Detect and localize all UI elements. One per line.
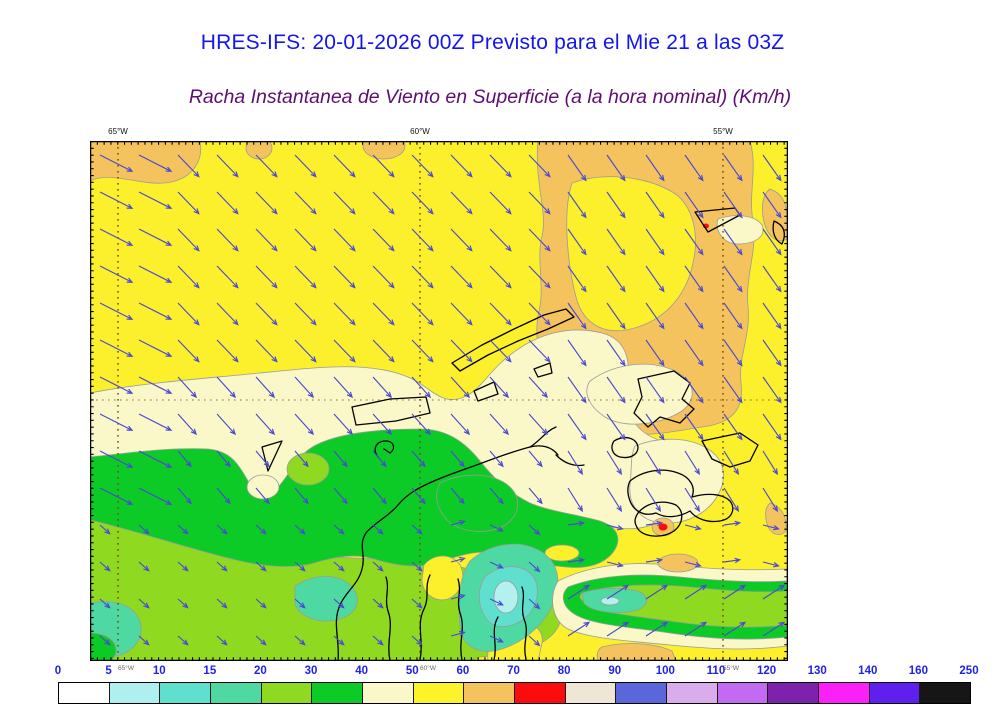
colorbar-tick-label: 140 (858, 665, 878, 677)
fill-50-60-patch (544, 544, 580, 562)
fill-60-70-right-edge (762, 188, 788, 242)
wind-gust-map (89, 132, 789, 662)
colorbar-tick-label: 5 (105, 665, 112, 677)
colorbar-tick-label: 90 (608, 665, 622, 677)
colorbar-tick-label: 50 (405, 665, 419, 677)
colorbar-tick-label: 70 (507, 665, 520, 677)
colorbar-tick-label: 250 (959, 665, 979, 677)
fill-5-10-seband (600, 596, 620, 606)
fill-60-70-patch (657, 553, 699, 573)
page-subtitle: Racha Instantanea de Viento en Superfici… (188, 86, 792, 108)
colorbar-tick-label: 60 (456, 665, 470, 677)
colorbar-labels: 0 5 10 15 20 30 40 50 60 70 80 90 100 110 120 130 140 160… (54, 665, 979, 680)
x-axis-label-bottom: 55°W (723, 665, 739, 672)
wind-arrow-field (99, 154, 786, 647)
fill-60-70-patch (596, 643, 677, 662)
page-title: HRES-IFS: 20-01-2026 00Z Previsto para e… (200, 31, 785, 54)
fill-30-40-delta (436, 474, 519, 532)
colorbar-tick-label: 15 (203, 665, 217, 677)
colorbar-segment-3 (211, 683, 262, 703)
fill-15-20-patch (294, 576, 358, 622)
colorbar-segment-5 (312, 683, 364, 703)
colorbar-tick-label: 40 (355, 665, 369, 677)
colorbar-tick-label: 30 (304, 665, 318, 677)
colorbar-segment-15 (819, 683, 870, 703)
map-frame (89, 140, 789, 662)
colorbar-segment-16 (869, 683, 921, 703)
colorbar-tick-label: 120 (756, 665, 777, 677)
colorbar (58, 682, 971, 704)
x-axis-label-top: 60°W (410, 127, 430, 136)
fill-60-70-blob (245, 136, 273, 160)
fill-50-60-patch (421, 555, 464, 601)
colorbar-segment-2 (160, 683, 212, 703)
x-axis-label-top: 55°W (713, 127, 733, 136)
colorbar-tick-label: 160 (908, 665, 928, 677)
map-panel (89, 132, 789, 662)
colorbar-segment-10 (565, 683, 617, 703)
colorbar-segment-6 (363, 683, 414, 703)
colorbar-segment-13 (717, 683, 769, 703)
graticule (90, 141, 788, 661)
fill-40-50-ne (716, 215, 764, 245)
colorbar-segment-1 (109, 683, 161, 703)
colorbar-segment-4 (261, 683, 313, 703)
wind-arrows (99, 154, 786, 647)
colorbar-segment-0 (59, 683, 110, 703)
colorbar-segment-7 (413, 683, 465, 703)
fill-40-50-trinidad (629, 438, 724, 524)
coastlines (261, 207, 785, 662)
x-axis-label-bottom: 60°W (420, 665, 436, 672)
fill-40-50-bay (246, 474, 280, 500)
colorbar-tick-label: 0 (54, 665, 62, 677)
colorbar-tick-label: 20 (254, 665, 267, 677)
fill-20-30-patch (286, 452, 330, 486)
colorbar-segment-17 (920, 683, 971, 703)
x-axis-label-bottom: 65°W (118, 665, 134, 672)
colorbar-tick-label: 100 (655, 665, 675, 677)
fill-30-40-corner (89, 632, 117, 662)
colorbar-segment-14 (768, 683, 820, 703)
fill-5-10-core (493, 580, 519, 614)
colorbar-segment-8 (464, 683, 516, 703)
colorbar-segment-11 (616, 683, 668, 703)
colorbar-segment-12 (667, 683, 718, 703)
colorbar-segment-9 (515, 683, 566, 703)
colorbar-tick-label: 80 (557, 665, 571, 677)
colorbar-tick-label: 10 (152, 665, 166, 677)
fill-40-50-tongue (586, 363, 693, 425)
colorbar-tick-label: 110 (706, 665, 726, 677)
colorbar-tick-label: 130 (807, 665, 827, 677)
fill-70-80-max (658, 523, 668, 531)
x-axis-label-top: 65°W (108, 127, 128, 136)
